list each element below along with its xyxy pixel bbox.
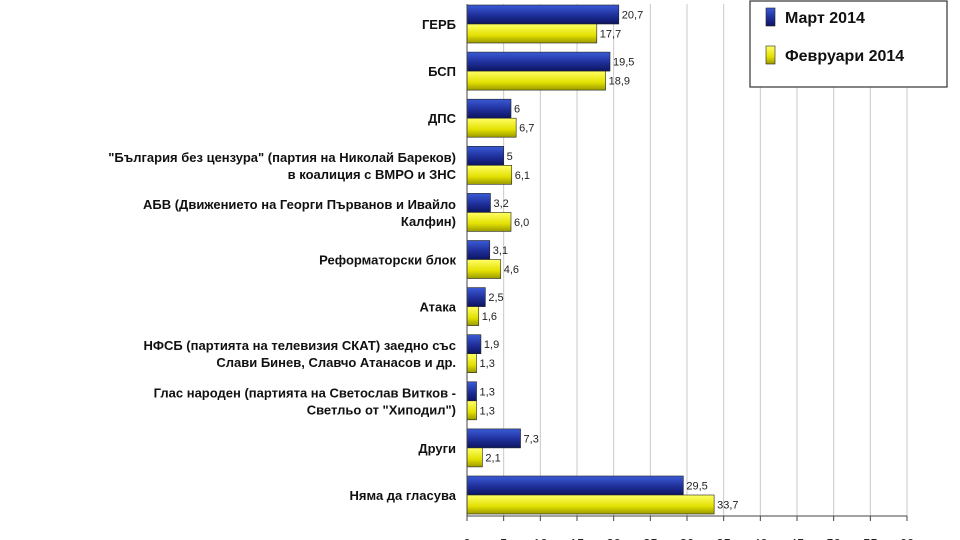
- data-label-march: 5: [507, 151, 513, 163]
- data-label-march: 20,7: [622, 10, 643, 22]
- bar-february: [466, 353, 477, 374]
- x-tick-label: 5: [500, 536, 507, 540]
- data-label-february: 2,1: [485, 452, 500, 464]
- data-label-march: 1,9: [484, 339, 499, 351]
- data-label-february: 33,7: [717, 500, 738, 512]
- category-label: в коалиция с ВМРО и ЗНС: [288, 167, 457, 182]
- bar-march: [466, 193, 491, 213]
- x-tick-label: 20: [606, 536, 620, 540]
- legend: Март 2014 Февруари 2014: [749, 0, 948, 88]
- category-label: Атака: [419, 300, 456, 315]
- bar-march: [466, 146, 504, 166]
- category-label: Калфин): [401, 214, 456, 229]
- x-axis-ticks: 0 5 10 15 20 25 30 35 40 45 50 55 60: [463, 4, 914, 540]
- bar-february: [466, 212, 512, 232]
- data-label-march: 1,3: [480, 386, 495, 398]
- category-label: ГЕРБ: [422, 17, 456, 32]
- bar-march: [466, 428, 521, 449]
- bar-march: [466, 475, 684, 496]
- data-label-february: 17,7: [600, 29, 621, 41]
- bar-february: [466, 306, 480, 326]
- bar-march: [466, 381, 477, 402]
- category-label: Реформаторски блок: [319, 253, 456, 268]
- data-label-march: 19,5: [613, 57, 634, 69]
- x-tick-label: 40: [753, 536, 767, 540]
- x-tick-label: 30: [680, 536, 694, 540]
- data-label-march: 6: [514, 104, 520, 116]
- category-label: Няма да гласува: [350, 488, 457, 503]
- bar-march: [466, 287, 486, 307]
- data-label-march: 3,2: [493, 198, 508, 210]
- x-tick-label: 55: [863, 536, 877, 540]
- bar-february: [466, 70, 606, 91]
- data-label-february: 4,6: [504, 264, 519, 276]
- category-label: АБВ (Движението на Георги Първанов и Ива…: [143, 197, 456, 212]
- data-label-march: 29,5: [686, 481, 707, 493]
- bar-march: [466, 4, 620, 25]
- category-label: НФСБ (партията на телевизия СКАТ) заедно…: [143, 338, 456, 353]
- bar-february: [466, 447, 483, 468]
- legend-label-february: Февруари 2014: [785, 48, 904, 65]
- data-label-february: 6,1: [515, 170, 530, 182]
- data-label-march: 2,5: [488, 292, 503, 304]
- bar-february: [466, 117, 517, 138]
- x-tick-label: 60: [900, 536, 914, 540]
- legend-label-march: Март 2014: [785, 10, 865, 27]
- category-label: "България без цензура" (партия на Никола…: [108, 150, 456, 165]
- category-label: БСП: [428, 64, 456, 79]
- legend-swatch-february: [765, 45, 776, 65]
- bar-february: [466, 259, 502, 279]
- category-label: Слави Бинев, Славчо Атанасов и др.: [216, 355, 456, 370]
- bar-february: [466, 400, 477, 421]
- data-label-february: 1,6: [482, 311, 497, 323]
- bars: 20,717,7 19,5 18,9 6 6,7 56,1 3,2 6,0 3,1 4,6 2,5 1…: [466, 4, 739, 515]
- x-tick-label: 25: [643, 536, 657, 540]
- data-label-february: 6,0: [514, 217, 529, 229]
- category-label: Светльо от "Хиподил"): [307, 402, 456, 417]
- x-tick-label: 0: [463, 536, 470, 540]
- x-tick-label: 35: [716, 536, 730, 540]
- legend-swatch-march: [765, 7, 776, 27]
- bar-march: [466, 98, 512, 119]
- data-label-february: 6,7: [519, 123, 534, 135]
- bar-february: [466, 23, 598, 44]
- bar-february: [466, 494, 715, 515]
- data-label-february: 1,3: [480, 405, 495, 417]
- category-label: Други: [418, 441, 456, 456]
- category-label: ДПС: [428, 111, 457, 126]
- legend-box: [749, 0, 948, 88]
- bar-march: [466, 334, 482, 355]
- x-tick-label: 45: [790, 536, 804, 540]
- bar-march: [466, 240, 491, 260]
- category-labels: ГЕРБ БСП ДПС "България без цензура" (партия…: [108, 17, 457, 503]
- category-label: Глас народен (партията на Светослав Витк…: [154, 385, 456, 400]
- bar-february: [466, 165, 513, 185]
- x-tick-label: 10: [533, 536, 547, 540]
- data-label-february: 18,9: [609, 76, 630, 88]
- bar-march: [466, 51, 611, 72]
- x-tick-label: 15: [570, 536, 584, 540]
- data-label-march: 3,1: [493, 245, 508, 257]
- x-tick-label: 50: [826, 536, 840, 540]
- data-label-february: 1,3: [480, 358, 495, 370]
- data-label-march: 7,3: [524, 433, 539, 445]
